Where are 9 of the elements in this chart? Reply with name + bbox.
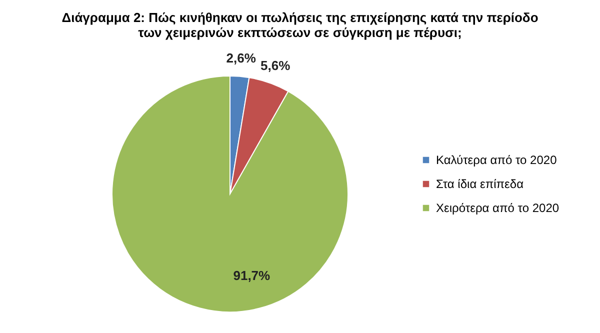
legend-label: Καλύτερα από το 2020	[436, 153, 558, 167]
data-label: 2,6%	[226, 50, 256, 66]
data-label: 5,6%	[260, 58, 291, 73]
data-label: 91,7%	[233, 268, 271, 284]
text: των χειμερινών εκπτώσεων σε σύγκριση με πέρυσι;	[138, 25, 462, 40]
pie-slice	[112, 76, 348, 312]
legend-label: Στα ίδια επίπεδα	[436, 177, 524, 191]
legend-label: Χειρότερα από το 2020	[436, 201, 560, 215]
text: Διάγραμμα 2: Πώς κινήθηκαν οι πωλήσεις της επιχείρησης κατά την περίοδο	[62, 10, 538, 25]
